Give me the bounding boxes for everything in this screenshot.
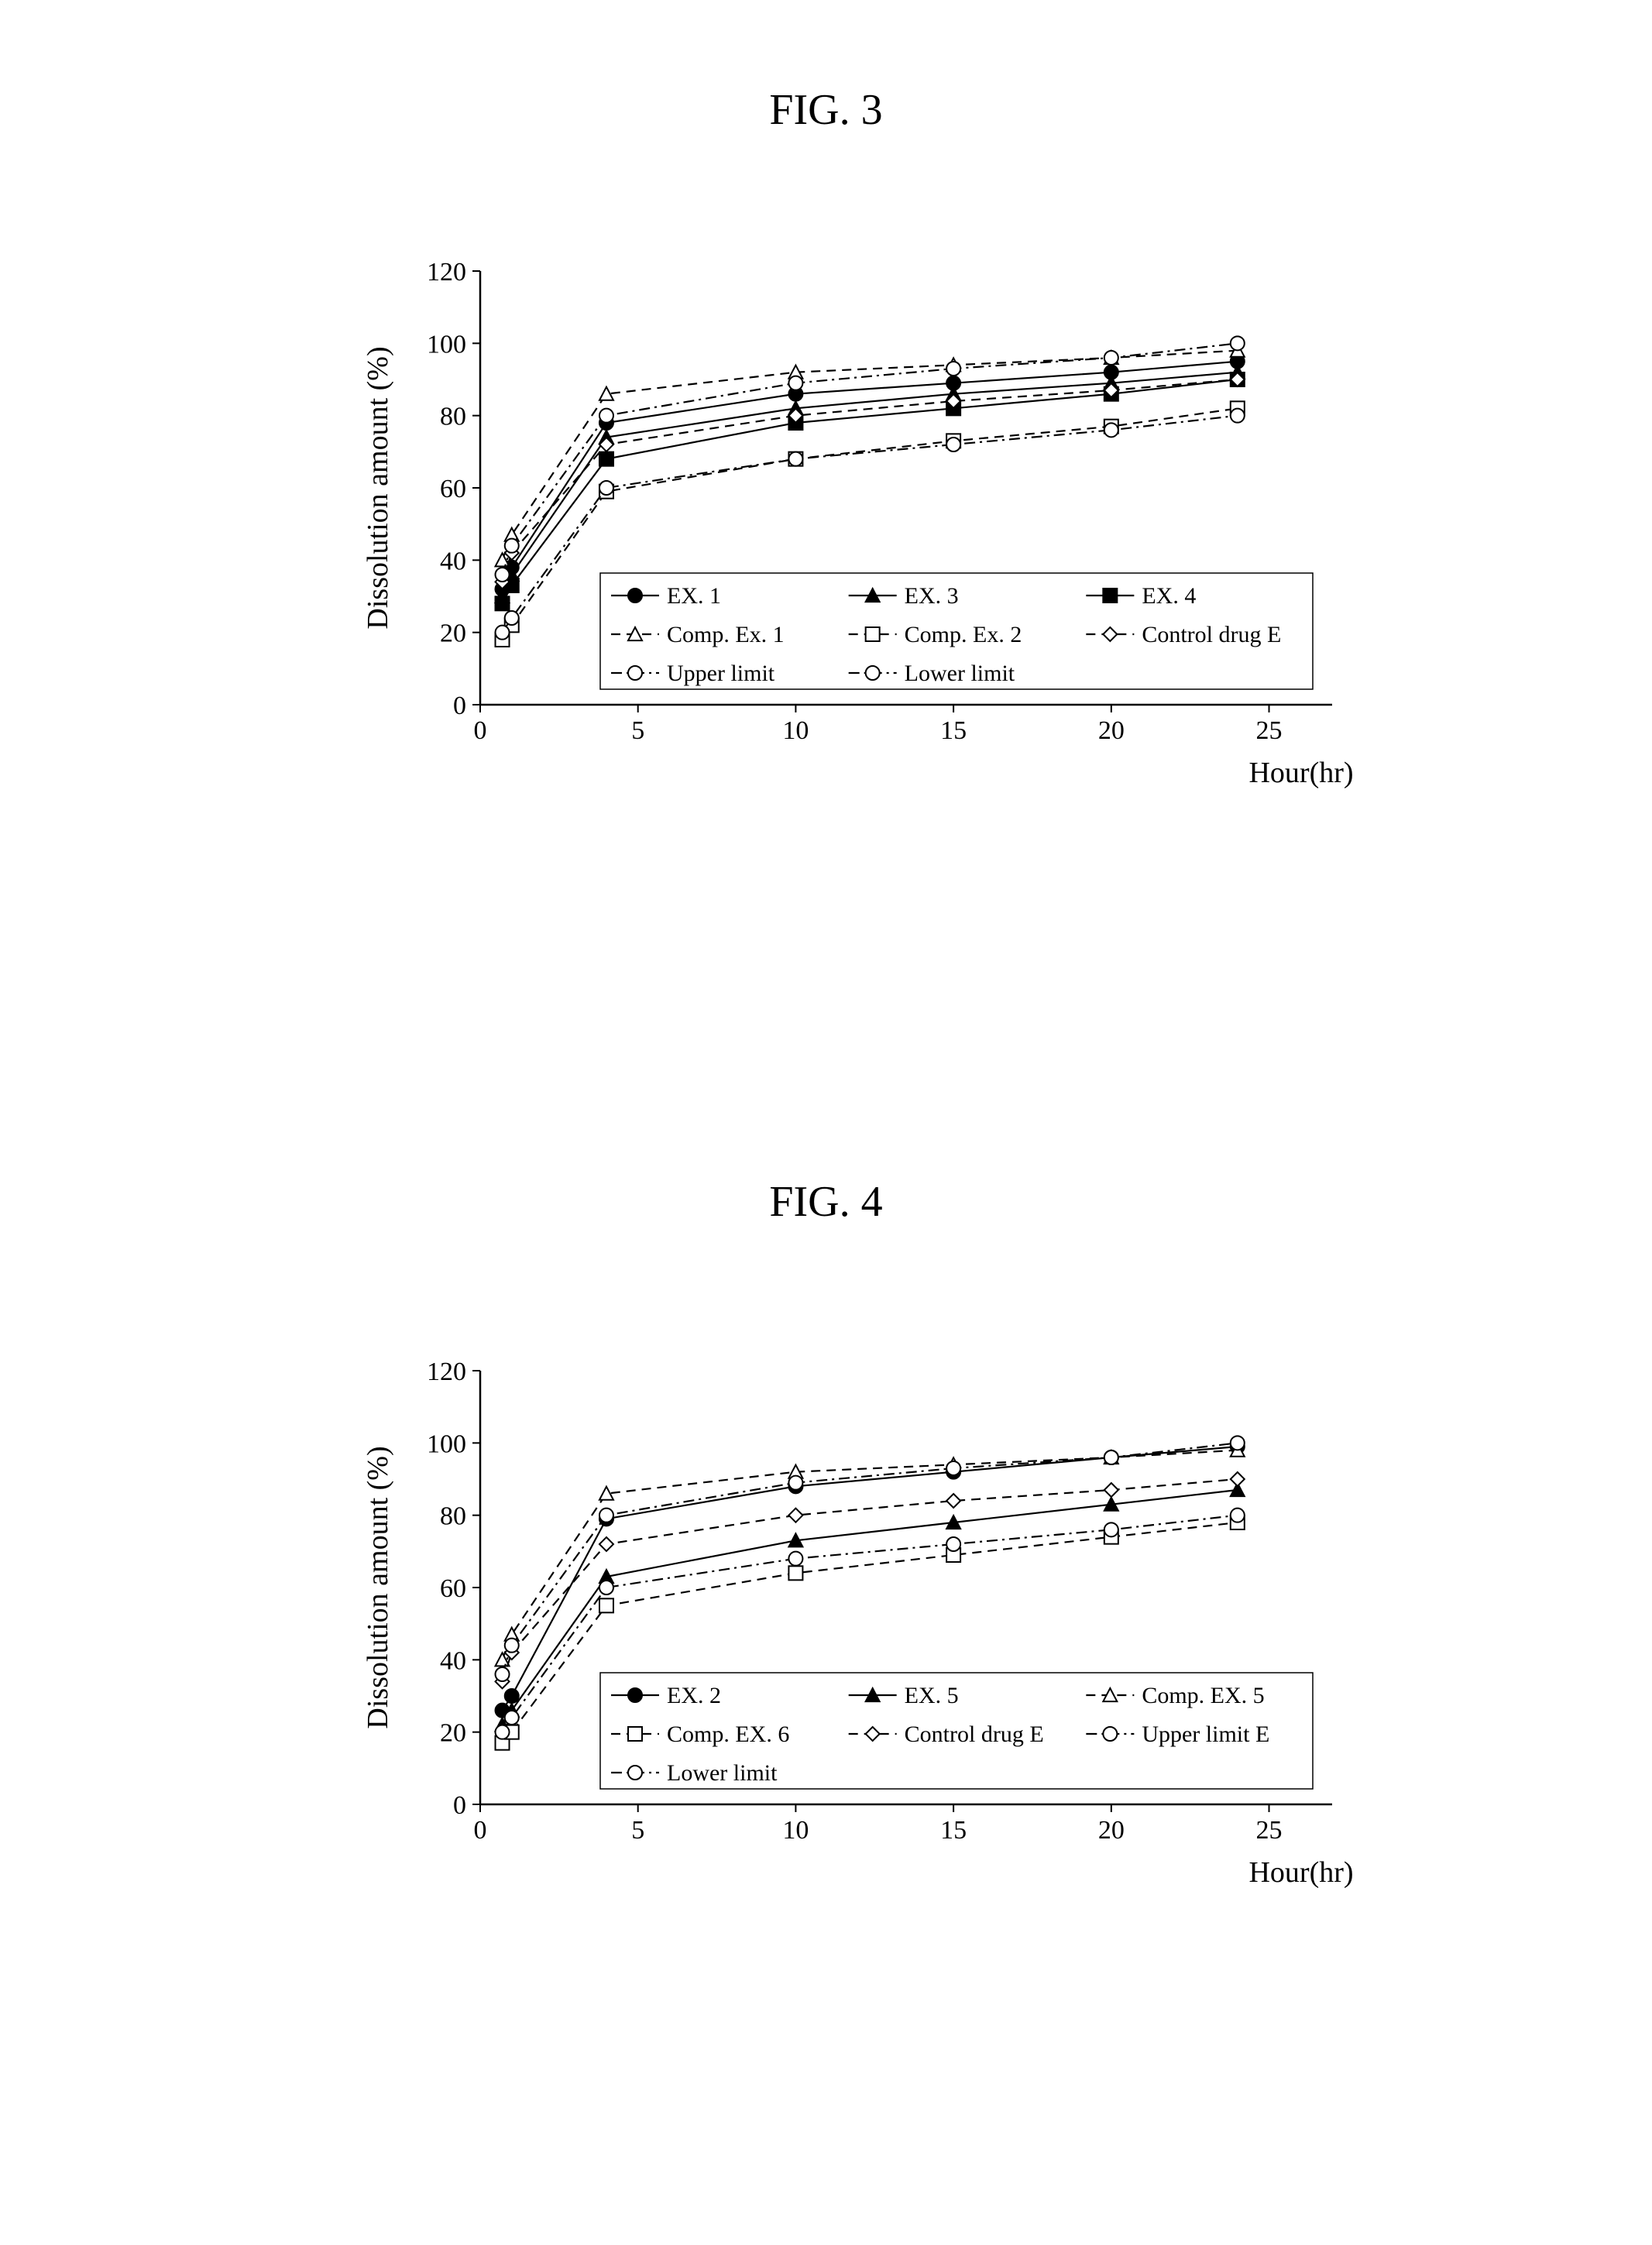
svg-text:20: 20	[440, 620, 466, 648]
fig4-title: FIG. 4	[0, 1177, 1652, 1227]
svg-text:60: 60	[440, 475, 466, 503]
marker	[788, 1476, 802, 1490]
svg-text:Comp. Ex. 2: Comp. Ex. 2	[905, 622, 1022, 647]
svg-text:40: 40	[440, 1646, 466, 1675]
svg-text:Control drug E: Control drug E	[1142, 622, 1281, 647]
marker	[946, 1537, 960, 1551]
svg-text:Dissolution amount (%): Dissolution amount (%)	[362, 346, 394, 629]
marker	[496, 568, 510, 582]
marker	[1231, 1472, 1245, 1486]
svg-text:EX. 3: EX. 3	[905, 583, 959, 609]
svg-text:Upper limit: Upper limit	[667, 661, 775, 686]
marker	[599, 1537, 613, 1551]
marker	[599, 1598, 613, 1612]
svg-text:120: 120	[427, 1358, 466, 1386]
marker	[1104, 423, 1118, 437]
marker	[946, 1494, 960, 1508]
marker	[505, 611, 519, 625]
marker	[1104, 1483, 1118, 1497]
svg-text:Lower limit: Lower limit	[667, 1760, 778, 1786]
svg-text:10: 10	[782, 1816, 809, 1845]
svg-text:20: 20	[440, 1719, 466, 1748]
svg-text:5: 5	[631, 716, 644, 745]
marker	[505, 539, 519, 553]
fig3-title: FIG. 3	[0, 85, 1652, 135]
svg-text:15: 15	[940, 1816, 967, 1845]
svg-text:EX. 2: EX. 2	[667, 1683, 721, 1708]
svg-text:Lower limit: Lower limit	[905, 661, 1015, 686]
svg-text:Comp. EX. 6: Comp. EX. 6	[667, 1722, 789, 1747]
marker	[496, 1667, 510, 1681]
marker	[496, 596, 510, 610]
marker	[599, 1509, 613, 1522]
marker	[599, 481, 613, 495]
svg-text:0: 0	[453, 1791, 466, 1820]
marker	[1104, 351, 1118, 365]
svg-text:15: 15	[940, 716, 967, 745]
marker	[1231, 1509, 1245, 1522]
marker	[788, 1566, 802, 1580]
marker	[599, 1581, 613, 1594]
marker	[788, 376, 802, 390]
svg-text:Control drug E: Control drug E	[905, 1722, 1044, 1747]
svg-text:80: 80	[440, 403, 466, 431]
svg-text:40: 40	[440, 547, 466, 575]
marker	[1231, 409, 1245, 423]
svg-text:20: 20	[1098, 1816, 1125, 1845]
svg-text:80: 80	[440, 1502, 466, 1531]
svg-text:0: 0	[474, 1816, 487, 1845]
marker	[946, 362, 960, 376]
svg-text:120: 120	[427, 258, 466, 287]
svg-text:Comp. Ex. 1: Comp. Ex. 1	[667, 622, 785, 647]
svg-text:Hour(hr): Hour(hr)	[1248, 757, 1353, 789]
marker	[1104, 1522, 1118, 1536]
svg-text:EX. 4: EX. 4	[1142, 583, 1196, 609]
svg-text:EX. 5: EX. 5	[905, 1683, 959, 1708]
marker	[505, 1639, 519, 1653]
page: FIG. 3 0204060801001200510152025Hour(hr)…	[0, 0, 1652, 2245]
svg-text:10: 10	[782, 716, 809, 745]
svg-text:5: 5	[631, 1816, 644, 1845]
marker	[599, 452, 613, 466]
marker	[1231, 336, 1245, 350]
svg-text:EX. 1: EX. 1	[667, 583, 721, 609]
marker	[946, 438, 960, 451]
svg-text:Upper limit E: Upper limit E	[1142, 1722, 1269, 1747]
svg-text:Hour(hr): Hour(hr)	[1248, 1856, 1353, 1889]
svg-text:0: 0	[453, 692, 466, 720]
svg-text:25: 25	[1256, 1816, 1283, 1845]
marker	[505, 1689, 519, 1703]
marker	[599, 409, 613, 423]
svg-text:0: 0	[474, 716, 487, 745]
svg-text:100: 100	[427, 1430, 466, 1458]
marker	[496, 626, 510, 640]
marker	[1104, 1450, 1118, 1464]
svg-text:60: 60	[440, 1574, 466, 1603]
marker	[496, 1725, 510, 1739]
marker	[788, 1552, 802, 1566]
marker	[788, 1509, 802, 1522]
fig4-chart: 0 20 40 60 80 100 120 0 5 10 15 20 25 Hour(hr) Dissolu…	[333, 1347, 1371, 1905]
svg-text:Comp. EX. 5: Comp. EX. 5	[1142, 1683, 1264, 1708]
marker	[505, 1711, 519, 1725]
marker	[946, 1461, 960, 1475]
svg-text:25: 25	[1256, 716, 1283, 745]
svg-text:20: 20	[1098, 716, 1125, 745]
marker	[788, 452, 802, 466]
svg-text:Dissolution amount (%): Dissolution amount (%)	[362, 1446, 394, 1728]
svg-text:100: 100	[427, 330, 466, 359]
marker	[1231, 1436, 1245, 1450]
fig3-chart: 0 20 40 60 80 100 120 0 5 10 15 20 25 Hour(hr) Dissolu…	[333, 248, 1371, 805]
